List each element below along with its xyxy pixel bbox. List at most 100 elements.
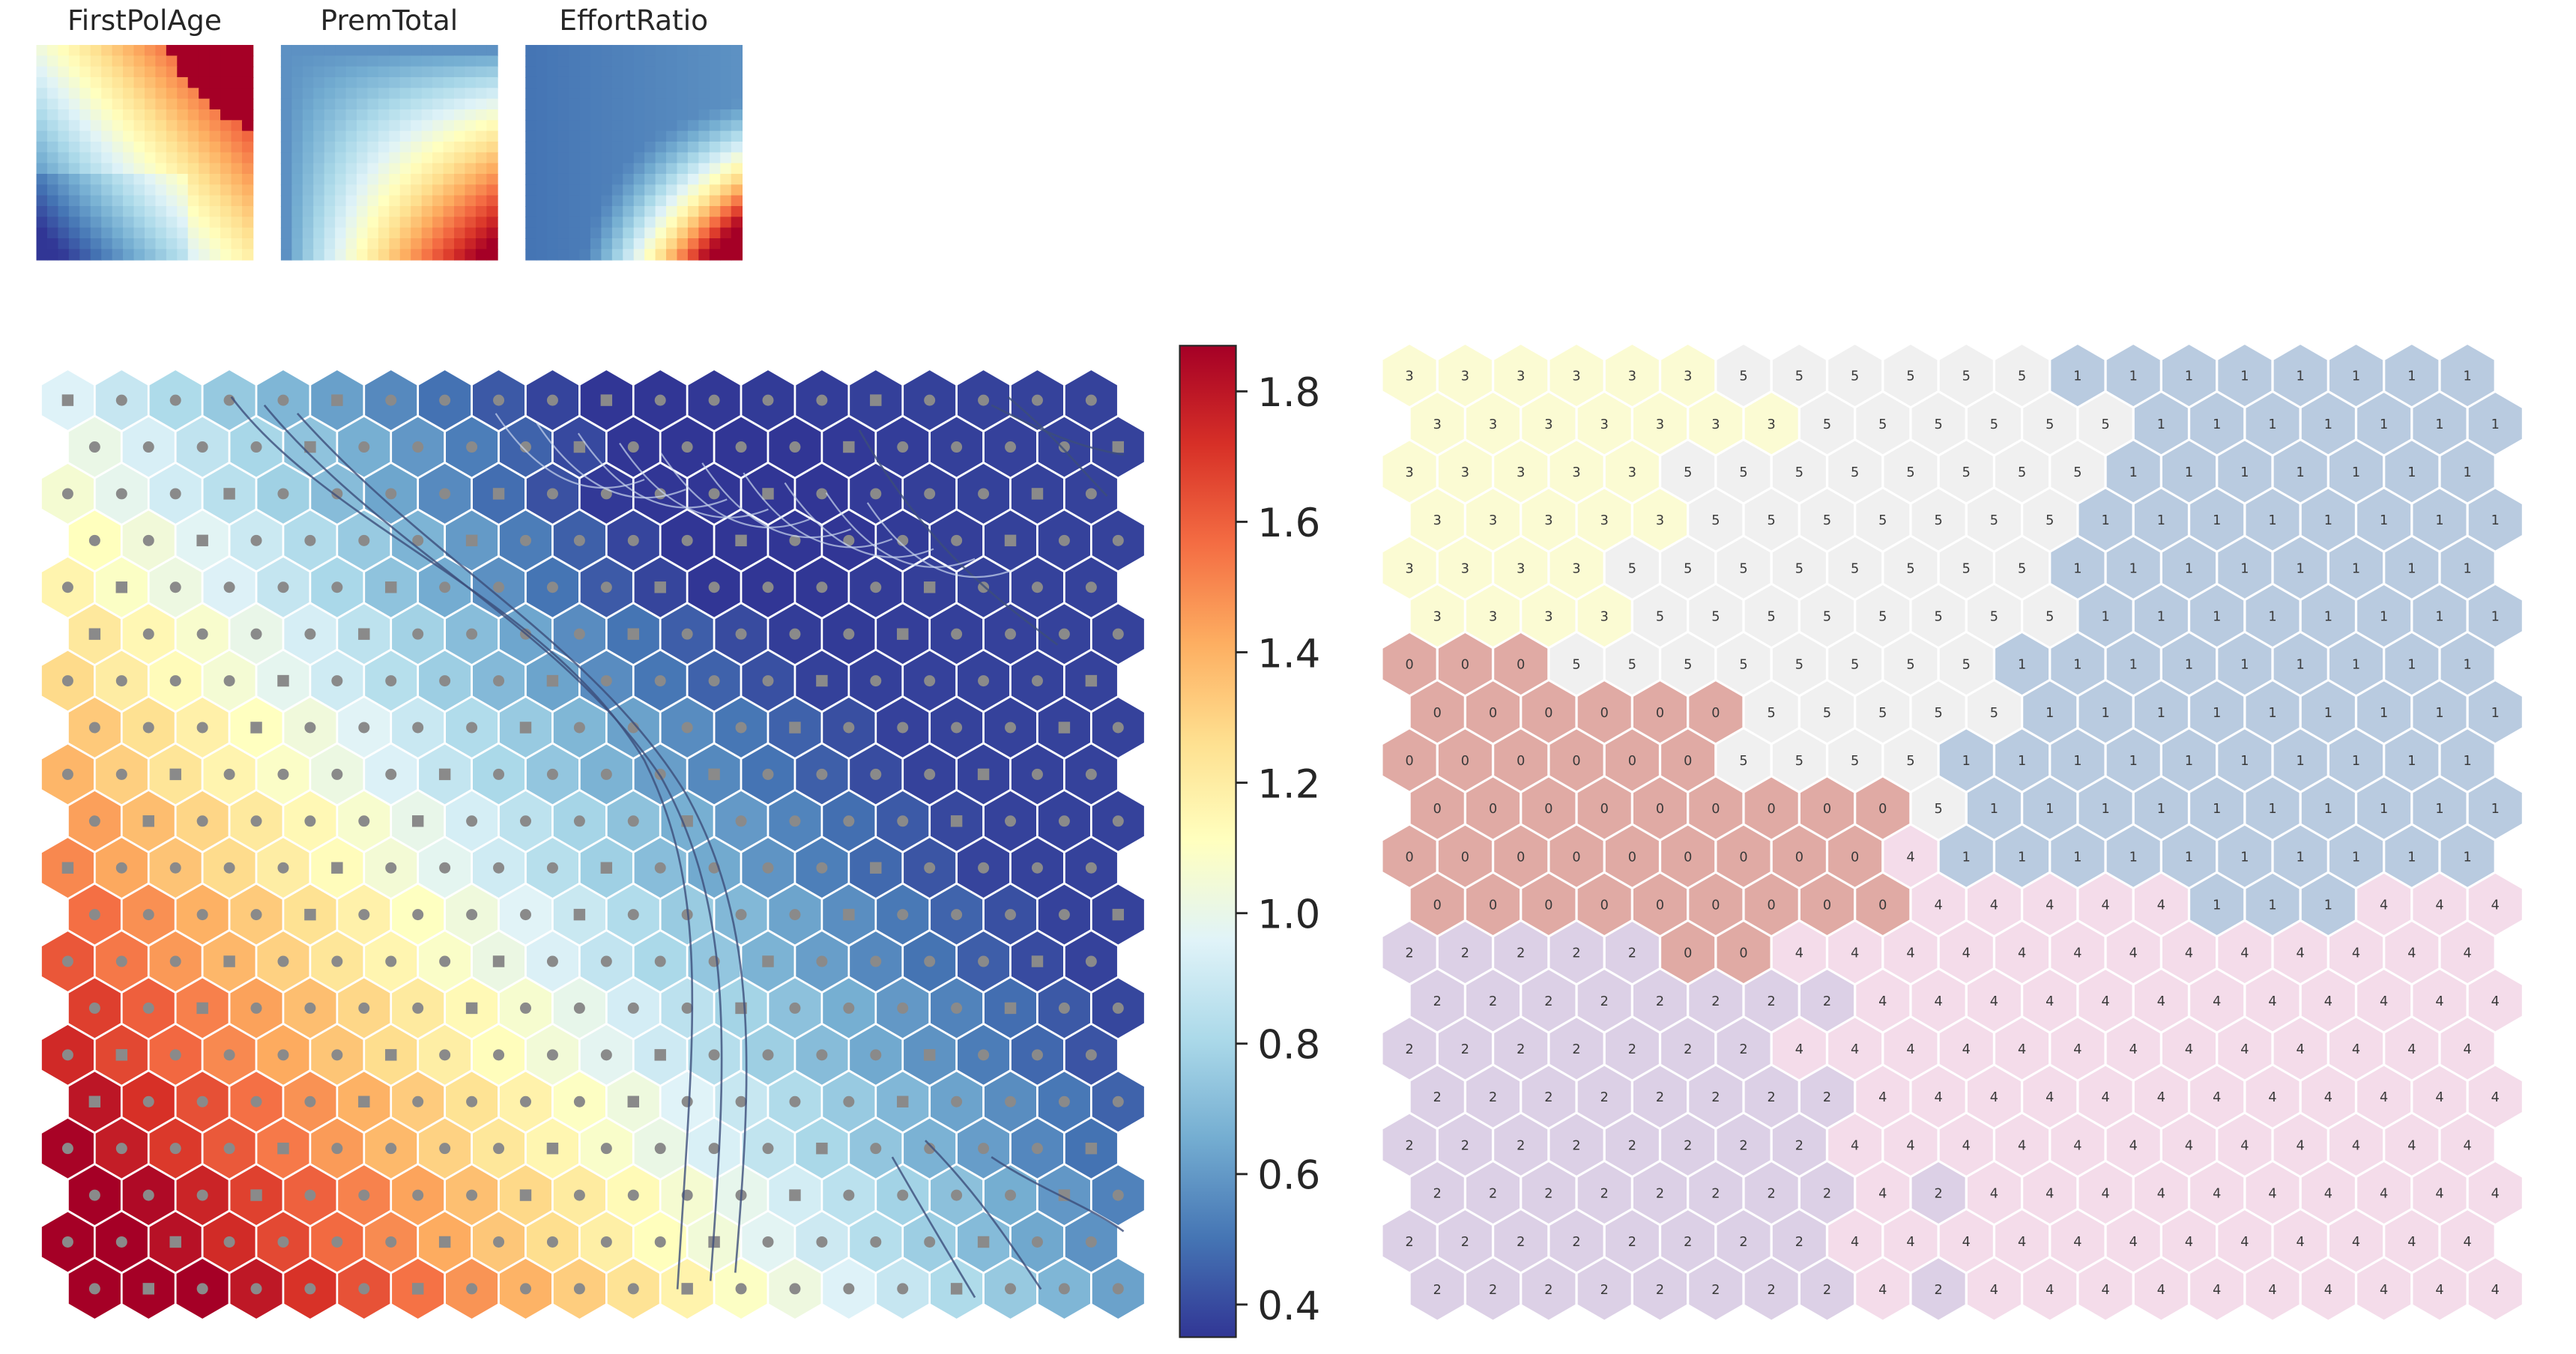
plane-cell bbox=[525, 163, 537, 175]
cluster-label: 2 bbox=[1572, 1235, 1580, 1250]
cluster-label: 3 bbox=[1572, 561, 1580, 576]
plane-cell bbox=[547, 44, 559, 57]
plane-cell bbox=[611, 109, 624, 121]
plane-cell bbox=[633, 44, 646, 57]
plane-cell bbox=[36, 98, 48, 110]
u-matrix-marker bbox=[61, 394, 74, 406]
plane-cell bbox=[399, 88, 412, 100]
cluster-label: 0 bbox=[1628, 754, 1636, 769]
plane-cell bbox=[166, 152, 178, 164]
cluster-label: 2 bbox=[1461, 946, 1469, 961]
cluster-label: 5 bbox=[1823, 706, 1831, 721]
plane-cell bbox=[101, 141, 113, 154]
u-matrix-marker bbox=[762, 1143, 774, 1155]
cluster-label: 5 bbox=[2101, 417, 2109, 432]
cluster-label: 1 bbox=[2157, 610, 2165, 625]
plane-cell bbox=[536, 173, 548, 186]
plane-cell bbox=[378, 206, 390, 218]
plane-cell bbox=[46, 249, 59, 261]
plane-cell bbox=[557, 141, 569, 154]
plane-cell bbox=[547, 76, 559, 89]
plane-cell bbox=[155, 238, 167, 250]
plane-cell bbox=[166, 55, 178, 67]
cluster-label: 3 bbox=[1405, 369, 1413, 384]
plane-cell bbox=[557, 76, 569, 89]
cluster-label: 4 bbox=[2213, 994, 2221, 1009]
cluster-label: 1 bbox=[2324, 610, 2332, 625]
plane-cell bbox=[601, 163, 613, 175]
plane-cell bbox=[58, 238, 70, 250]
plane-cell bbox=[666, 163, 678, 175]
plane-cell bbox=[666, 184, 678, 196]
plane-cell bbox=[720, 88, 732, 100]
plane-cell bbox=[709, 195, 722, 207]
u-matrix-marker bbox=[223, 768, 235, 780]
plane-cell bbox=[399, 184, 412, 196]
u-matrix-marker bbox=[951, 722, 963, 734]
cluster-label: 4 bbox=[2380, 1090, 2388, 1105]
plane-cell bbox=[677, 184, 689, 196]
u-matrix-marker bbox=[627, 534, 639, 546]
plane-cell bbox=[709, 238, 722, 250]
plane-cell bbox=[123, 141, 135, 154]
cluster-label: 5 bbox=[1739, 754, 1747, 769]
plane-cell bbox=[687, 88, 700, 100]
plane-cell bbox=[411, 120, 423, 132]
u-matrix-marker bbox=[951, 1002, 963, 1014]
cluster-label: 0 bbox=[1711, 706, 1720, 721]
u-matrix-marker bbox=[1112, 1189, 1124, 1201]
plane-cell bbox=[90, 109, 103, 121]
u-matrix-marker bbox=[519, 1095, 531, 1107]
u-matrix-marker bbox=[924, 1143, 936, 1155]
u-matrix-marker bbox=[61, 1143, 73, 1155]
u-matrix-marker bbox=[1031, 488, 1044, 500]
cluster-label: 2 bbox=[1600, 1187, 1609, 1202]
plane-cell bbox=[590, 44, 602, 57]
cluster-label: 0 bbox=[1628, 850, 1636, 865]
u-matrix-marker bbox=[708, 1049, 720, 1061]
plane-cell bbox=[231, 249, 243, 261]
plane-cell bbox=[547, 55, 559, 67]
plane-cell bbox=[547, 120, 559, 132]
plane-cell bbox=[709, 76, 722, 89]
plane-cell bbox=[579, 195, 591, 207]
plane-cell bbox=[357, 249, 369, 261]
plane-cell bbox=[144, 76, 157, 89]
plane-cell bbox=[367, 120, 379, 132]
plane-cell bbox=[731, 76, 743, 89]
plane-cell bbox=[611, 227, 624, 239]
plane-cell bbox=[378, 141, 390, 154]
u-matrix-marker bbox=[1058, 1002, 1070, 1014]
plane-cell bbox=[411, 88, 423, 100]
plane-cell bbox=[345, 66, 357, 78]
cluster-label: 0 bbox=[1684, 850, 1692, 865]
plane-cell bbox=[454, 238, 466, 250]
plane-cell bbox=[220, 173, 232, 186]
plane-cell bbox=[280, 141, 293, 154]
cluster-label: 0 bbox=[1544, 898, 1552, 913]
u-matrix-marker bbox=[600, 1236, 612, 1248]
cluster-label: 4 bbox=[1962, 1042, 1971, 1057]
plane-cell bbox=[432, 173, 444, 186]
u-matrix-marker bbox=[950, 815, 963, 827]
cluster-label: 4 bbox=[1878, 1283, 1887, 1298]
plane-cell bbox=[399, 109, 412, 121]
plane-cell bbox=[569, 141, 581, 154]
plane-cell bbox=[465, 152, 477, 164]
plane-cell bbox=[58, 195, 70, 207]
cluster-label: 2 bbox=[1628, 1138, 1636, 1153]
plane-cell bbox=[633, 120, 646, 132]
plane-cell bbox=[335, 152, 347, 164]
plane-cell bbox=[655, 98, 667, 110]
cluster-label: 5 bbox=[1906, 658, 1914, 673]
cluster-label: 4 bbox=[2157, 994, 2165, 1009]
plane-cell bbox=[389, 120, 401, 132]
u-matrix-marker bbox=[762, 862, 774, 874]
u-matrix-marker bbox=[142, 534, 154, 546]
plane-cell bbox=[68, 141, 81, 154]
plane-cell bbox=[709, 141, 722, 154]
plane-cell bbox=[731, 238, 743, 250]
cluster-label: 4 bbox=[1906, 1235, 1914, 1250]
plane-cell bbox=[79, 249, 91, 261]
